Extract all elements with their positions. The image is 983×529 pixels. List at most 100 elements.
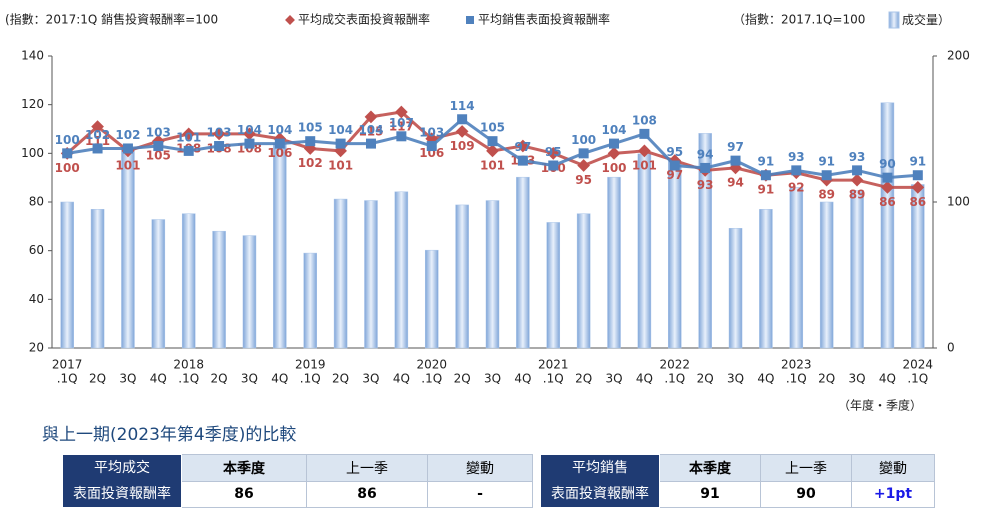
data-label: 105: [146, 149, 171, 163]
data-label: 91: [758, 183, 775, 197]
marker: [852, 165, 863, 176]
x-tick-label: 2022: [660, 358, 691, 372]
data-label: 100: [571, 133, 596, 147]
x-tick-label: 2Q: [454, 372, 471, 386]
y2-tick-label: 0: [947, 341, 955, 355]
comparison-table: 平均銷售 表面投資報酬率 本季度 上一季 變動 91 90 +1pt: [540, 454, 935, 508]
marker: [850, 173, 864, 187]
bar: [850, 190, 864, 349]
marker: [364, 110, 378, 124]
data-label: 117: [389, 119, 414, 133]
data-label: 94: [727, 175, 744, 189]
marker: [791, 165, 802, 176]
marker: [365, 138, 376, 149]
x-tick-label: 4Q: [150, 372, 167, 386]
x-tick-label: 4Q: [271, 372, 288, 386]
data-label: 108: [632, 113, 657, 127]
column-header: 本季度: [181, 454, 307, 482]
data-label: 106: [419, 146, 444, 160]
marker: [760, 170, 771, 181]
x-tick-label: .1Q: [786, 372, 807, 386]
data-label: 92: [788, 180, 805, 194]
bar: [181, 213, 196, 349]
marker: [669, 160, 680, 171]
data-label: 91: [818, 155, 835, 169]
x-tick-label: .1Q: [543, 372, 564, 386]
data-label: 100: [55, 161, 80, 175]
x-tick-label: 2Q: [575, 372, 592, 386]
legend-label: 成交量: [902, 12, 938, 27]
bar: [212, 230, 226, 349]
data-label: 100: [601, 161, 626, 175]
marker: [457, 114, 468, 125]
x-tick-label: .1Q: [300, 372, 321, 386]
row-header-line: 平均銷售: [572, 460, 628, 476]
bar: [637, 153, 652, 349]
row-header: 平均銷售表面投資報酬率: [540, 454, 660, 508]
marker: [426, 141, 437, 152]
data-label: 102: [115, 128, 140, 142]
data-label: 93: [788, 150, 805, 164]
bar: [424, 249, 439, 349]
data-label: 93: [697, 178, 714, 192]
data-label: 102: [85, 128, 110, 142]
data-label: 107: [389, 116, 414, 130]
bar: [911, 184, 925, 349]
cell: 90: [760, 480, 852, 508]
data-label: 104: [267, 123, 292, 137]
marker: [396, 131, 407, 142]
y2-tick-label: 100: [947, 195, 970, 209]
cell: -: [427, 480, 533, 508]
x-tick-label: .1Q: [907, 372, 928, 386]
x-tick-label: 4Q: [514, 372, 531, 386]
data-label: 101: [480, 158, 505, 172]
bar: [394, 191, 409, 349]
marker: [609, 138, 620, 149]
bar: [303, 252, 317, 349]
data-label: 97: [727, 140, 744, 154]
row-header-line: 表面投資報酬率: [551, 486, 649, 502]
x-tick-label: .1Q: [664, 372, 685, 386]
bar: [668, 160, 682, 349]
marker: [487, 136, 498, 147]
bar: [880, 102, 895, 349]
cell: +1pt: [851, 480, 935, 508]
column-header: 上一季: [306, 454, 428, 482]
column-header: 變動: [851, 454, 935, 482]
data-label: 109: [450, 139, 475, 153]
bar: [576, 213, 591, 349]
data-label: 102: [298, 156, 323, 170]
marker: [730, 155, 741, 166]
data-label: 90: [879, 157, 896, 171]
marker: [882, 172, 893, 183]
data-label: 93: [849, 150, 866, 164]
y-tick-label: 100: [21, 146, 44, 160]
bar: [151, 219, 166, 349]
bar: [516, 176, 530, 349]
marker: [912, 170, 923, 181]
marker: [577, 159, 591, 172]
y-tick-label: 120: [21, 97, 44, 111]
bar: [819, 201, 834, 349]
marker: [486, 144, 499, 158]
y-tick-label: 60: [29, 243, 44, 257]
x-tick-label: 2023: [781, 358, 812, 372]
marker: [700, 162, 711, 173]
data-label: 100: [55, 133, 80, 147]
marker: [214, 141, 225, 152]
marker: [607, 146, 621, 160]
legend-label: 平均成交表面投資報酬率: [298, 12, 430, 27]
bar: [728, 228, 743, 349]
x-tick-label: 2Q: [89, 372, 106, 386]
data-label: 89: [849, 188, 866, 202]
y-tick-label: 80: [29, 195, 44, 209]
data-label: 111: [85, 134, 110, 148]
marker: [394, 105, 408, 119]
x-tick-label: 4Q: [636, 372, 653, 386]
marker: [92, 143, 103, 154]
x-tick-label: 2017: [52, 358, 83, 372]
data-label: 101: [328, 158, 353, 172]
chart: (指數：2017:1Q 銷售投資報酬率=100 （指數：2017.1Q=100 …: [5, 11, 970, 413]
y-tick-label: 20: [29, 341, 44, 355]
data-label: 95: [575, 173, 592, 187]
